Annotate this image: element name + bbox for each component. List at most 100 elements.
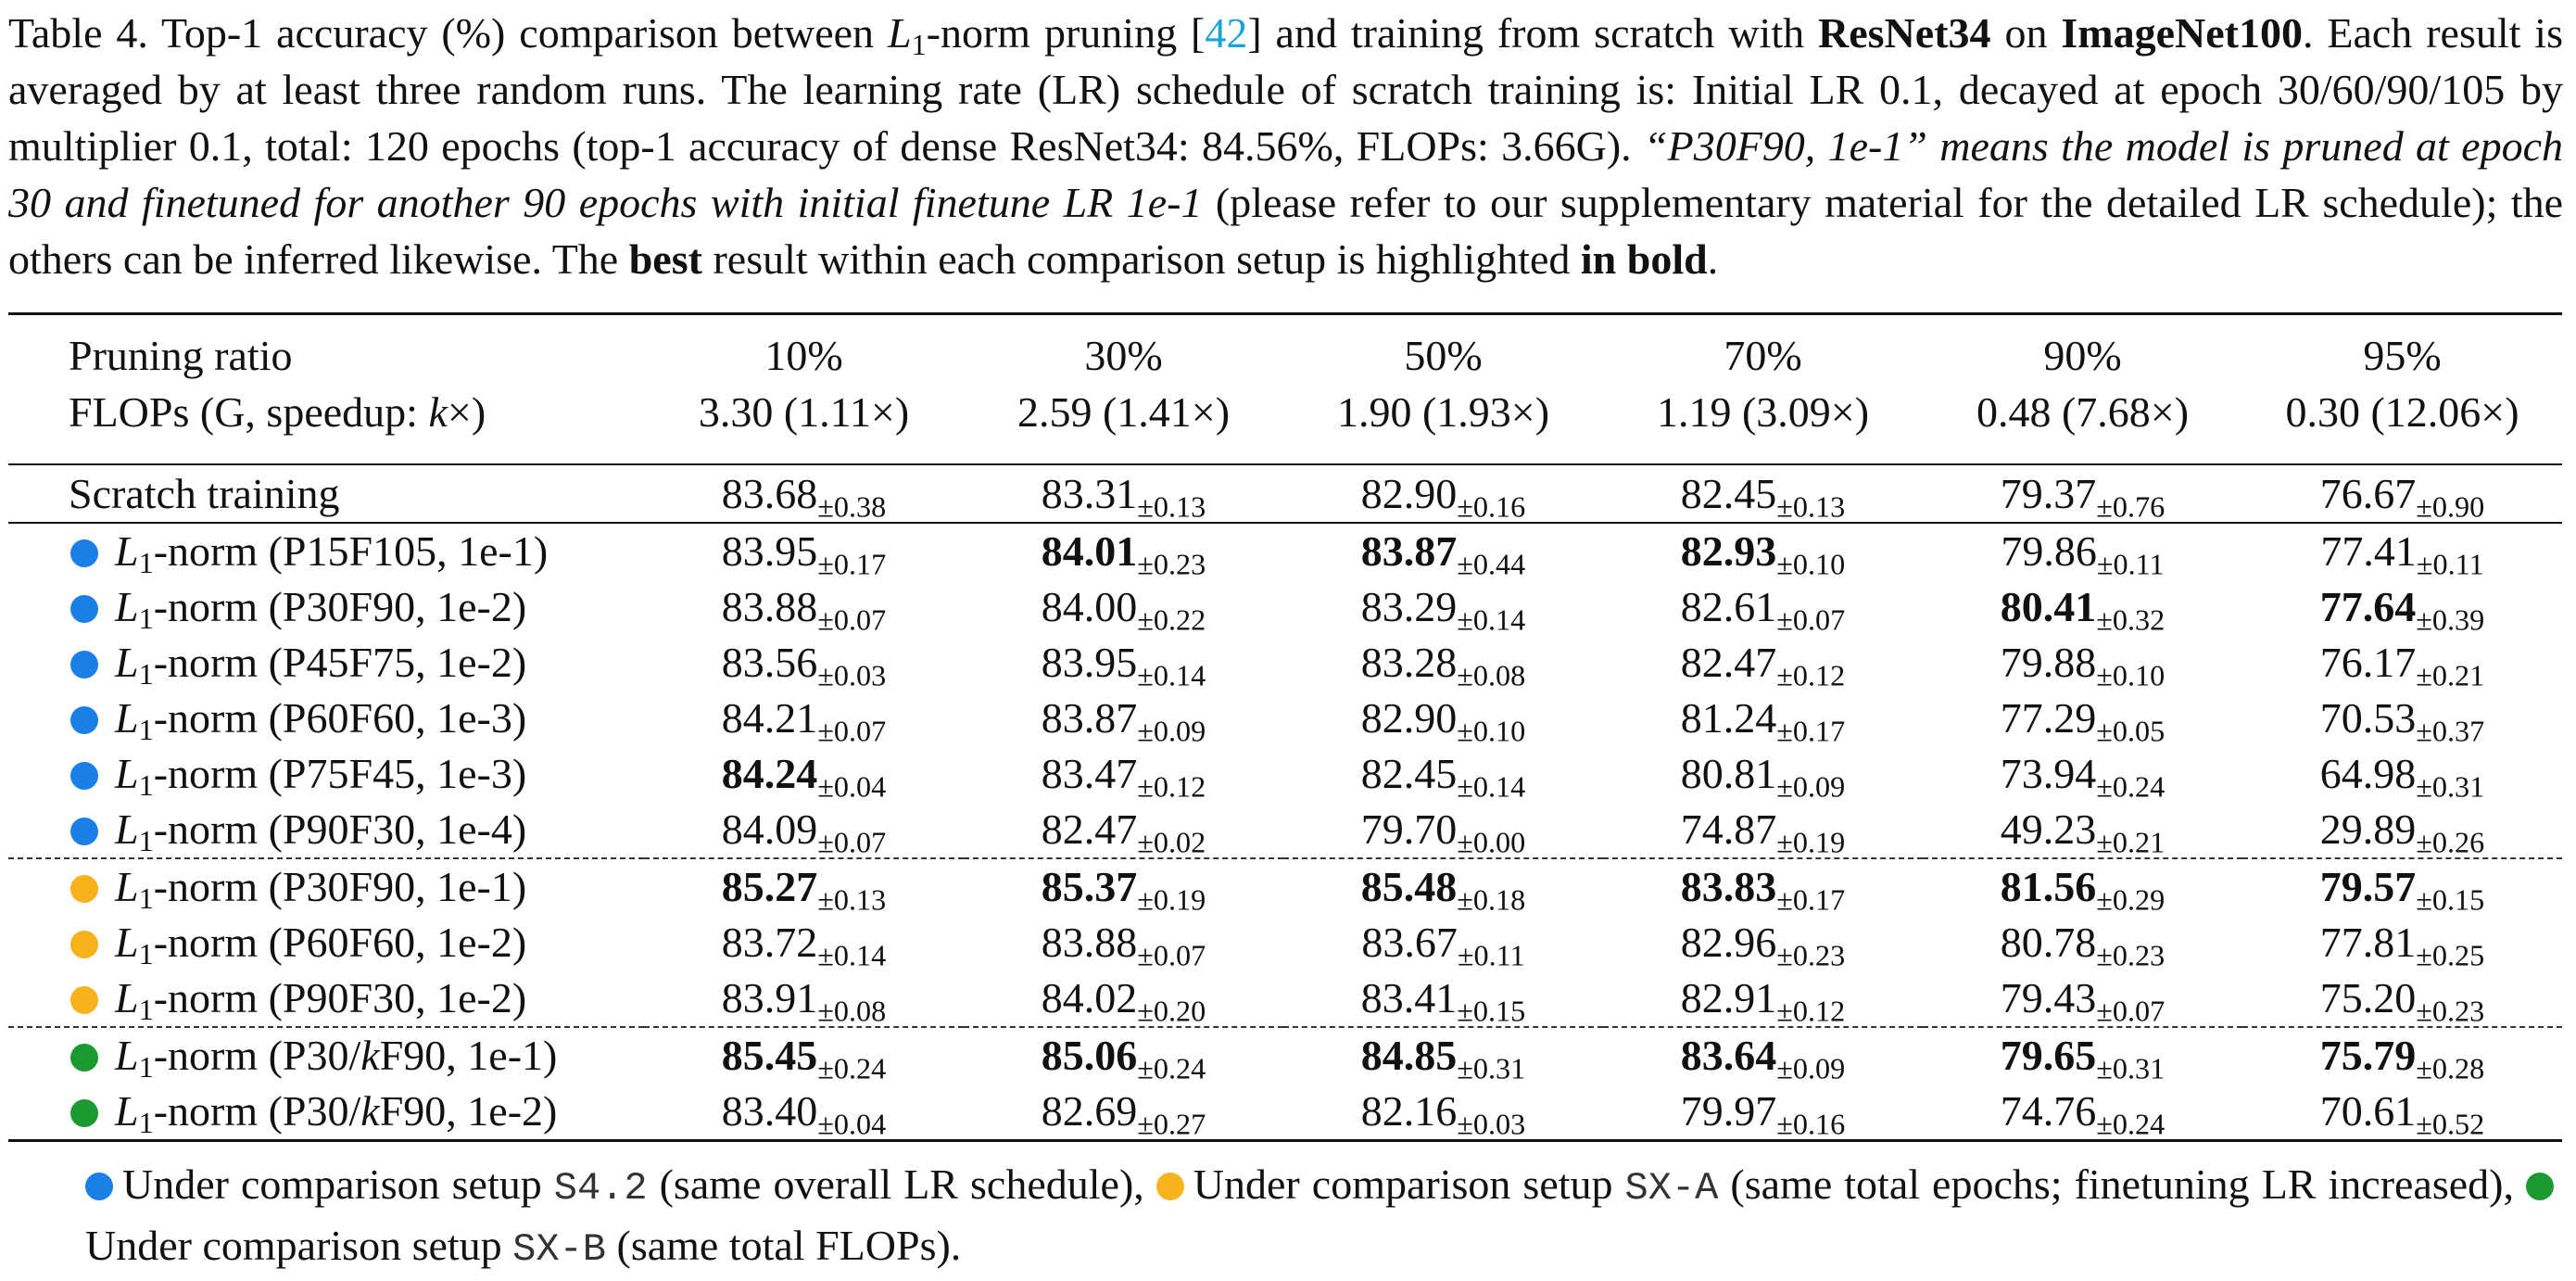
mean: 82.69 [1041, 1087, 1138, 1135]
label-math-sub: 1 [138, 937, 154, 971]
std: ±0.12 [1776, 658, 1846, 692]
result-cell: 84.09±0.07 [644, 802, 964, 858]
setup-marker [70, 706, 98, 734]
std: ±0.11 [1457, 938, 1525, 972]
label-math: L [115, 919, 139, 966]
label-text: -norm (P60F60, 1e-3) [153, 694, 527, 742]
caption-text: Table 4. Top-1 accuracy (%) comparison b… [8, 9, 888, 57]
mean: 83.56 [721, 639, 818, 686]
setup-marker [70, 1044, 98, 1072]
setup-marker [70, 931, 98, 958]
label-math: L [115, 750, 139, 797]
label-math-sub: 1 [138, 602, 154, 636]
result-cell: 83.41±0.15 [1283, 970, 1603, 1027]
citation[interactable]: 42 [1205, 9, 1248, 57]
mean: 83.29 [1360, 583, 1458, 630]
mean: 82.90 [1360, 469, 1458, 517]
result-cell: 79.88±0.10 [1923, 635, 2242, 691]
label-text: -norm (P45F75, 1e-2) [153, 639, 527, 686]
label-text: -norm (P30/ [153, 1032, 361, 1079]
mean: 85.37 [1041, 863, 1138, 910]
mean: 83.28 [1360, 639, 1458, 686]
label-text: -norm (P90F30, 1e-4) [153, 805, 527, 853]
std: ±0.16 [1457, 489, 1526, 524]
caption-text: . Each result is averaged by at least th… [8, 9, 2563, 170]
std: ±0.14 [1457, 602, 1526, 637]
result-cell: 80.41±0.32 [1923, 579, 2242, 635]
mean: 77.41 [2320, 527, 2417, 575]
result-cell: 81.56±0.29 [1923, 857, 2242, 915]
mean: 83.95 [1041, 639, 1138, 686]
caption-bold: ResNet34 [1818, 9, 1991, 57]
std: ±0.09 [1137, 714, 1206, 748]
footnote-text: Under comparison setup [122, 1161, 554, 1208]
label-math-sub: 1 [138, 993, 154, 1027]
result-cell: 82.47±0.12 [1603, 635, 1923, 691]
result-cell: 83.47±0.12 [964, 746, 1283, 802]
results-table: Pruning ratio 10% 30% 50% 70% 90% 95% FLOPs (G,… [8, 312, 2562, 1142]
mean: 83.88 [1041, 919, 1138, 966]
mean: 70.61 [2319, 1087, 2417, 1135]
mean: 76.17 [2319, 639, 2417, 686]
mean: 85.06 [1041, 1032, 1138, 1079]
result-cell: 82.16±0.03 [1283, 1084, 1603, 1142]
caption-text: result within each comparison setup is h… [701, 235, 1581, 283]
result-cell: 84.85±0.31 [1283, 1026, 1603, 1085]
result-cell: 83.88±0.07 [964, 915, 1283, 970]
std: ±0.21 [2416, 658, 2485, 692]
mean: 79.88 [2000, 639, 2097, 686]
setup-marker [70, 1099, 98, 1127]
result-cell: 74.87±0.19 [1603, 802, 1923, 858]
result-cell: 84.21±0.07 [644, 691, 964, 746]
mean: 84.85 [1360, 1032, 1458, 1079]
caption-text: (please refer to our supplementary mater… [8, 179, 2563, 283]
flops-label: ×) [447, 388, 486, 436]
mean: 83.47 [1041, 750, 1138, 797]
result-cell: 83.88±0.07 [644, 579, 964, 635]
mean: 75.20 [2319, 974, 2417, 1021]
result-cell: 73.94±0.24 [1923, 746, 2242, 802]
std: ±0.24 [1137, 1051, 1206, 1085]
std: ±0.20 [1137, 994, 1206, 1028]
result-cell: 79.86±0.11 [1923, 523, 2242, 579]
std: ±0.23 [1137, 547, 1206, 581]
caption-text: on [1990, 9, 2062, 57]
result-cell: 80.81±0.09 [1603, 746, 1923, 802]
mean: 83.87 [1360, 527, 1458, 575]
caption-text: . [1707, 235, 1719, 283]
result-cell: 82.93±0.10 [1603, 523, 1923, 579]
ratio-header: 90% [1923, 312, 2242, 384]
result-cell: 82.96±0.23 [1603, 915, 1923, 970]
result-cell: 82.61±0.07 [1603, 579, 1923, 635]
footnote-text: Under comparison setup [1193, 1161, 1625, 1208]
table-row: Scratch training 83.68±0.38 83.31±0.13 82.9… [8, 464, 2562, 524]
result-cell: 83.28±0.08 [1283, 635, 1603, 691]
row-label: L1-norm (P30F90, 1e-1) [8, 857, 644, 915]
table-row: L1-norm (P15F105, 1e-1) 83.95±0.17 84.01±0… [8, 523, 2562, 579]
std: ±0.31 [1457, 1051, 1526, 1085]
mean: 83.72 [721, 919, 818, 966]
label-text: k [360, 1087, 380, 1135]
mean: 79.97 [1680, 1087, 1777, 1135]
mean: 76.67 [2319, 469, 2417, 517]
caption-bold: ImageNet100 [2061, 9, 2303, 57]
setup-marker [85, 1173, 113, 1200]
row-label: Scratch training [8, 464, 644, 524]
result-cell: 75.79±0.28 [2242, 1026, 2562, 1084]
mean: 79.43 [2000, 974, 2097, 1021]
label-math-sub: 1 [138, 1106, 154, 1140]
result-cell: 79.57±0.15 [2242, 857, 2562, 915]
caption-math-sub: 1 [911, 28, 927, 62]
table-row: L1-norm (P30F90, 1e-1) 85.27±0.13 85.37±0.… [8, 857, 2562, 917]
std: ±0.07 [817, 714, 887, 748]
std: ±0.15 [1457, 994, 1526, 1028]
std: ±0.90 [2416, 489, 2485, 524]
label-math: L [115, 694, 139, 742]
mean: 83.31 [1041, 469, 1138, 517]
result-cell: 70.61±0.52 [2242, 1084, 2562, 1142]
std: ±0.13 [817, 882, 887, 917]
result-cell: 83.29±0.14 [1283, 579, 1603, 635]
std: ±0.14 [1137, 658, 1206, 692]
result-cell: 76.67±0.90 [2242, 464, 2562, 524]
label-math: L [115, 1087, 139, 1135]
